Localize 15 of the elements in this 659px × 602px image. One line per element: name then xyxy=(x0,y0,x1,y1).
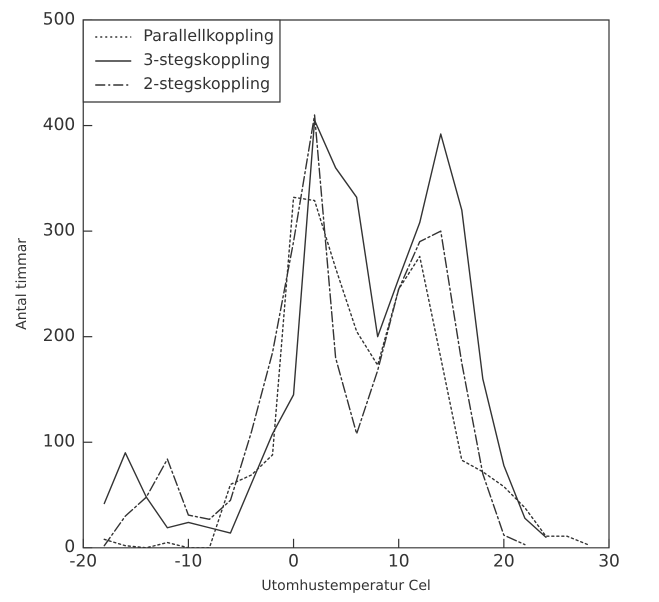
y-tick-label: 500 xyxy=(42,9,76,30)
y-tick-label: 200 xyxy=(42,326,76,346)
legend-label: 2-stegskoppling xyxy=(143,74,270,94)
y-tick-label: 400 xyxy=(42,114,76,135)
x-tick-label: 0 xyxy=(288,551,299,572)
legend-label: Parallellkoppling xyxy=(143,26,274,46)
x-tick-label: 20 xyxy=(493,551,515,572)
x-tick-label: 10 xyxy=(388,551,410,572)
y-tick-label: 300 xyxy=(42,220,76,241)
x-axis-title: Utomhustemperatur Cel xyxy=(261,578,431,594)
y-axis-title: Antal timmar xyxy=(14,238,30,330)
x-tick-label: -10 xyxy=(174,551,202,572)
y-tick-label: 100 xyxy=(42,432,76,452)
legend-label: 3-stegskoppling xyxy=(143,50,270,70)
x-tick-label: 30 xyxy=(598,551,620,572)
